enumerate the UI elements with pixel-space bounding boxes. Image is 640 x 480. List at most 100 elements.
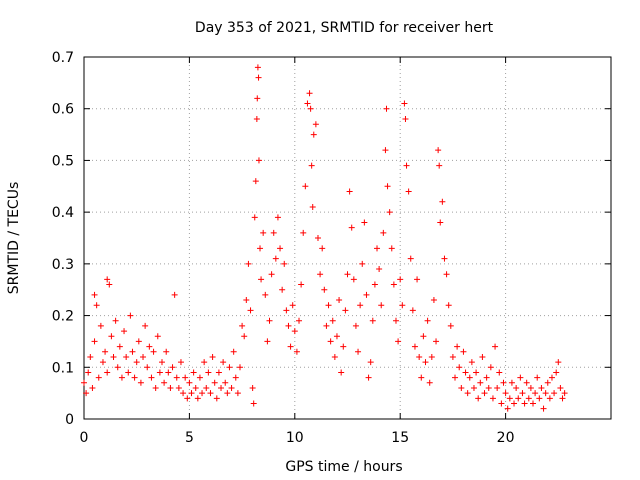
data-point [374, 245, 381, 252]
data-point [205, 369, 212, 376]
data-point [199, 390, 206, 397]
data-point [114, 364, 121, 371]
y-tick-label: 0.7 [52, 50, 74, 66]
data-point [397, 276, 404, 283]
data-point [319, 245, 326, 252]
data-point [352, 322, 359, 329]
data-point [378, 302, 385, 309]
data-point [194, 395, 201, 402]
data-point [254, 64, 261, 71]
data-point [494, 384, 501, 391]
data-point [129, 348, 136, 355]
data-point [371, 281, 378, 288]
data-point [85, 369, 92, 376]
data-point [436, 162, 443, 169]
data-point [252, 178, 259, 185]
data-point [91, 338, 98, 345]
data-point [121, 328, 128, 335]
data-point [462, 369, 469, 376]
data-point [454, 343, 461, 350]
data-point [532, 390, 539, 397]
data-point [525, 395, 532, 402]
data-point [285, 322, 292, 329]
data-point [140, 353, 147, 360]
data-point [302, 183, 309, 190]
x-axis-label: GPS time / hours [285, 459, 402, 475]
x-tick-label: 5 [185, 430, 194, 446]
data-point [260, 229, 267, 236]
data-point [355, 348, 362, 355]
data-point [192, 384, 199, 391]
data-point [477, 379, 484, 386]
data-point [144, 364, 151, 371]
data-point [523, 379, 530, 386]
y-axis-label: SRMTID / TECUs [6, 182, 22, 295]
data-point [296, 317, 303, 324]
data-point [479, 353, 486, 360]
data-point [146, 343, 153, 350]
data-point [167, 384, 174, 391]
data-point [118, 374, 125, 381]
data-point [361, 219, 368, 226]
data-point [445, 302, 452, 309]
data-point [91, 291, 98, 298]
data-point [255, 74, 262, 81]
y-tick-label: 0.2 [52, 309, 74, 325]
y-tick-label: 0.4 [52, 205, 74, 221]
data-point [544, 379, 551, 386]
data-point [152, 384, 159, 391]
data-point [401, 100, 408, 107]
data-point [184, 395, 191, 402]
data-point [428, 353, 435, 360]
data-point [369, 317, 376, 324]
data-point [420, 333, 427, 340]
data-point [502, 390, 509, 397]
data-point [154, 333, 161, 340]
data-point [542, 390, 549, 397]
data-point [346, 188, 353, 195]
data-point [250, 400, 257, 407]
data-point [338, 369, 345, 376]
data-point [207, 390, 214, 397]
data-point [426, 379, 433, 386]
data-point [213, 395, 220, 402]
data-point [399, 302, 406, 309]
data-point [433, 338, 440, 345]
data-point [468, 359, 475, 366]
data-point [262, 291, 269, 298]
data-point [418, 374, 425, 381]
data-point [386, 209, 393, 216]
data-point [365, 374, 372, 381]
data-point [232, 374, 239, 381]
data-point [314, 235, 321, 241]
data-point [211, 379, 218, 386]
data-point [317, 271, 324, 278]
data-point [95, 374, 102, 381]
data-point [177, 359, 184, 366]
data-point [251, 214, 258, 221]
data-point [561, 390, 568, 397]
data-point [102, 348, 109, 355]
data-point [89, 384, 96, 391]
data-point [382, 147, 389, 154]
data-point [414, 276, 421, 283]
data-point [504, 405, 511, 412]
data-point [258, 276, 265, 283]
data-point [536, 395, 543, 402]
data-point [548, 374, 555, 381]
data-point [511, 400, 518, 407]
data-point [245, 260, 252, 267]
data-point [380, 229, 387, 236]
data-point [171, 291, 178, 298]
data-point [424, 317, 431, 324]
x-tick-label: 15 [391, 430, 409, 446]
data-point [133, 359, 140, 366]
data-point [435, 147, 442, 154]
data-point [249, 384, 256, 391]
data-point [530, 400, 537, 407]
data-point [300, 229, 307, 236]
data-point [496, 369, 503, 376]
data-point [230, 348, 237, 355]
data-point [236, 364, 243, 371]
data-point [422, 359, 429, 366]
